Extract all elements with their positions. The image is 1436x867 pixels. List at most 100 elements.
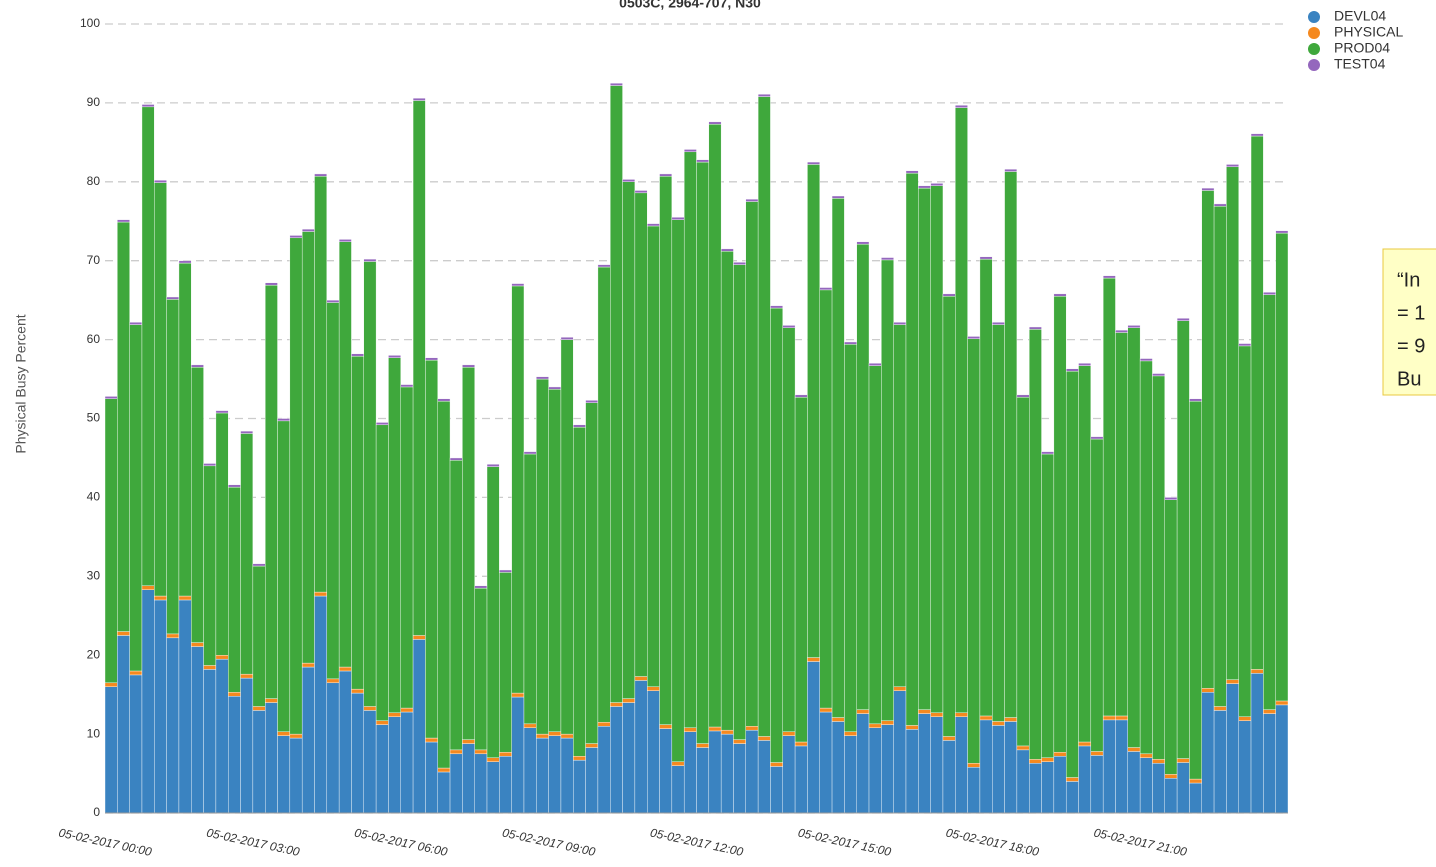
bar-segment xyxy=(585,402,599,744)
bar-segment xyxy=(425,357,438,361)
bar-segment xyxy=(782,325,796,328)
bar-segment xyxy=(191,642,204,647)
bar-segment xyxy=(659,173,673,177)
bar-segment xyxy=(449,753,463,814)
bar-segment xyxy=(967,767,981,814)
bar-segment xyxy=(1115,715,1129,721)
bar-segment xyxy=(979,715,993,721)
bar-segment xyxy=(585,743,599,748)
bar-segment xyxy=(1053,296,1067,753)
bar-segment xyxy=(474,749,488,755)
bar-segment xyxy=(1250,673,1264,814)
bar-segment xyxy=(659,728,673,814)
bar-segment xyxy=(301,666,315,814)
bar-segment xyxy=(979,256,993,260)
bar-segment xyxy=(868,365,882,725)
bar-segment xyxy=(104,686,118,814)
bar-segment xyxy=(375,422,389,426)
bar-segment xyxy=(117,631,130,636)
bar-segment xyxy=(351,688,364,694)
bar-segment xyxy=(634,676,648,681)
bar-segment xyxy=(831,721,845,814)
bar-segment xyxy=(610,706,623,814)
bar-segment xyxy=(178,595,192,601)
bar-segment xyxy=(486,464,500,467)
bar-segment xyxy=(955,107,968,713)
bar-segment xyxy=(449,457,463,461)
bar-segment xyxy=(425,741,438,814)
bar-segment xyxy=(1152,375,1165,760)
bar-segment xyxy=(634,680,648,814)
bar-segment xyxy=(794,396,808,743)
bar-segment xyxy=(794,745,808,814)
bar-segment xyxy=(930,712,944,717)
bar-segment xyxy=(905,725,919,730)
bar-segment xyxy=(560,339,574,735)
bar-segment xyxy=(683,151,697,728)
y-tick-label: 20 xyxy=(87,647,101,661)
bar-segment xyxy=(191,364,204,368)
bar-segment xyxy=(499,572,512,753)
bar-segment xyxy=(683,149,697,153)
bar-segment xyxy=(560,733,574,739)
bar-segment xyxy=(610,702,623,707)
bar-segment xyxy=(203,665,217,670)
y-tick-label: 10 xyxy=(87,726,101,740)
bar-segment xyxy=(548,735,562,814)
bar-segment xyxy=(1016,396,1030,747)
bar-segment xyxy=(1029,326,1042,330)
bar-segment xyxy=(967,336,981,340)
bar-segment xyxy=(511,692,525,698)
bar-segment xyxy=(683,731,697,814)
bar-segment xyxy=(844,341,857,345)
bar-segment xyxy=(979,258,993,717)
bar-segment xyxy=(930,716,944,814)
bar-segment xyxy=(844,344,857,732)
bar-segment xyxy=(228,486,241,693)
note: “In = 1 = 9 Bu xyxy=(1397,269,1425,390)
bar-segment xyxy=(720,729,734,735)
bar-segment xyxy=(462,367,475,740)
bar-segment xyxy=(264,702,278,814)
bar-segment xyxy=(1263,292,1276,295)
bar-segment xyxy=(1065,781,1079,814)
bar-segment xyxy=(277,735,291,814)
bar-segment xyxy=(486,757,500,762)
bar-segment xyxy=(228,692,241,697)
bar-segment xyxy=(930,185,944,713)
bar-segment xyxy=(166,296,180,300)
bar-segment xyxy=(523,727,537,814)
bar-segment xyxy=(523,723,537,728)
bar-segment xyxy=(129,324,143,672)
bar-segment xyxy=(191,367,204,643)
bar-segment xyxy=(1263,709,1276,714)
bar-segment xyxy=(486,466,500,758)
bar-segment xyxy=(856,241,870,245)
bar-segment xyxy=(178,262,192,597)
bar-segment xyxy=(437,398,451,402)
bar-segment xyxy=(622,702,636,814)
bar-segment xyxy=(499,569,512,573)
bar-segment xyxy=(141,585,155,590)
x-tick-label: 05-02-2017 09:00 xyxy=(501,825,597,858)
bar-segment xyxy=(1263,294,1276,710)
bar-segment xyxy=(757,96,771,737)
bar-segment xyxy=(918,185,931,189)
bar-segment xyxy=(708,726,722,732)
bar-segment xyxy=(905,172,919,726)
bar-segment xyxy=(1127,747,1141,752)
bar-segment xyxy=(474,585,488,589)
bar-segment xyxy=(1139,360,1153,755)
bar-segment xyxy=(1275,704,1289,814)
bar-segment xyxy=(720,733,734,814)
bar-segment xyxy=(1065,368,1079,372)
x-tick-label: 05-02-2017 21:00 xyxy=(1093,825,1189,858)
bar-segment xyxy=(770,305,783,309)
bar-segment xyxy=(154,595,167,601)
bar-segment xyxy=(893,324,907,687)
bar-segment xyxy=(1004,717,1018,722)
y-tick-label: 50 xyxy=(87,411,101,425)
bar-segment xyxy=(1139,358,1153,362)
legend-label: PROD04 xyxy=(1334,40,1390,56)
bar-segment xyxy=(375,720,389,725)
